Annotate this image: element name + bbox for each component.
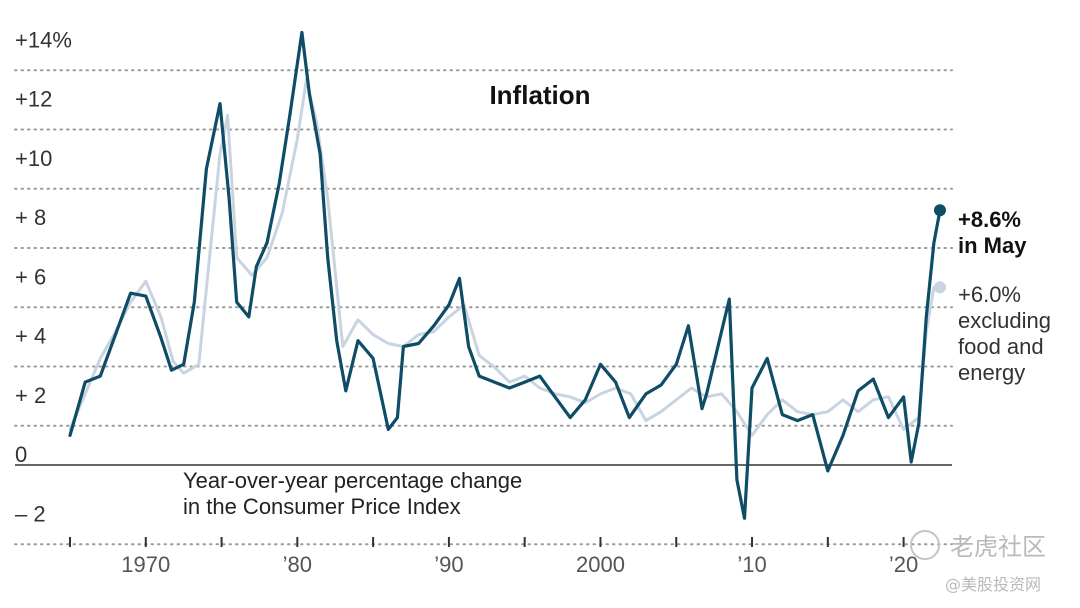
x-tick-label: 1970 xyxy=(121,552,170,577)
headline-endpoint-dot xyxy=(933,204,946,217)
y-tick-label: 0 xyxy=(15,442,27,467)
core-label-line-4: energy xyxy=(958,360,1025,385)
y-axis-ticks: +14% +12 +10 + 8 + 6 + 4 + 2 0 – 2 xyxy=(15,27,72,526)
watermark-line-2: @美股投资网 xyxy=(945,575,1041,594)
y-tick-label: +14% xyxy=(15,27,72,52)
series-lines xyxy=(68,30,942,520)
x-tick-label: 2000 xyxy=(576,552,625,577)
y-tick-label: + 4 xyxy=(15,324,46,349)
core-endpoint-dot xyxy=(933,281,946,294)
y-tick-label: + 2 xyxy=(15,383,46,408)
chart-title: Inflation xyxy=(489,80,590,110)
series-line-cpi xyxy=(68,30,942,520)
y-tick-label: – 2 xyxy=(15,501,46,526)
headline-month-label: in May xyxy=(958,233,1027,258)
headline-value-label: +8.6% xyxy=(958,207,1021,232)
chart-subtitle-line-2: in the Consumer Price Index xyxy=(183,494,461,519)
x-axis: 1970 ’80 ’90 2000 ’10 ’20 xyxy=(69,537,918,577)
series-line-core-cpi xyxy=(68,78,942,437)
endpoint-markers xyxy=(933,204,946,294)
x-tick-label: ’20 xyxy=(889,552,918,577)
y-tick-label: +12 xyxy=(15,87,52,112)
core-label-line-2: excluding xyxy=(958,308,1051,333)
x-tick-label: ’80 xyxy=(283,552,312,577)
core-label-line-3: food and xyxy=(958,334,1044,359)
x-tick-label: ’10 xyxy=(737,552,766,577)
y-tick-label: + 6 xyxy=(15,264,46,289)
watermark-line-1: 老虎社区 xyxy=(950,533,1046,561)
y-tick-label: +10 xyxy=(15,146,52,171)
watermark: 老虎社区 @美股投资网 xyxy=(910,530,1046,594)
x-tick-label: ’90 xyxy=(434,552,463,577)
y-tick-label: + 8 xyxy=(15,205,46,230)
chart-subtitle-line-1: Year-over-year percentage change xyxy=(183,468,522,493)
core-value-label: +6.0% xyxy=(958,282,1021,307)
watermark-logo-icon xyxy=(910,530,940,560)
